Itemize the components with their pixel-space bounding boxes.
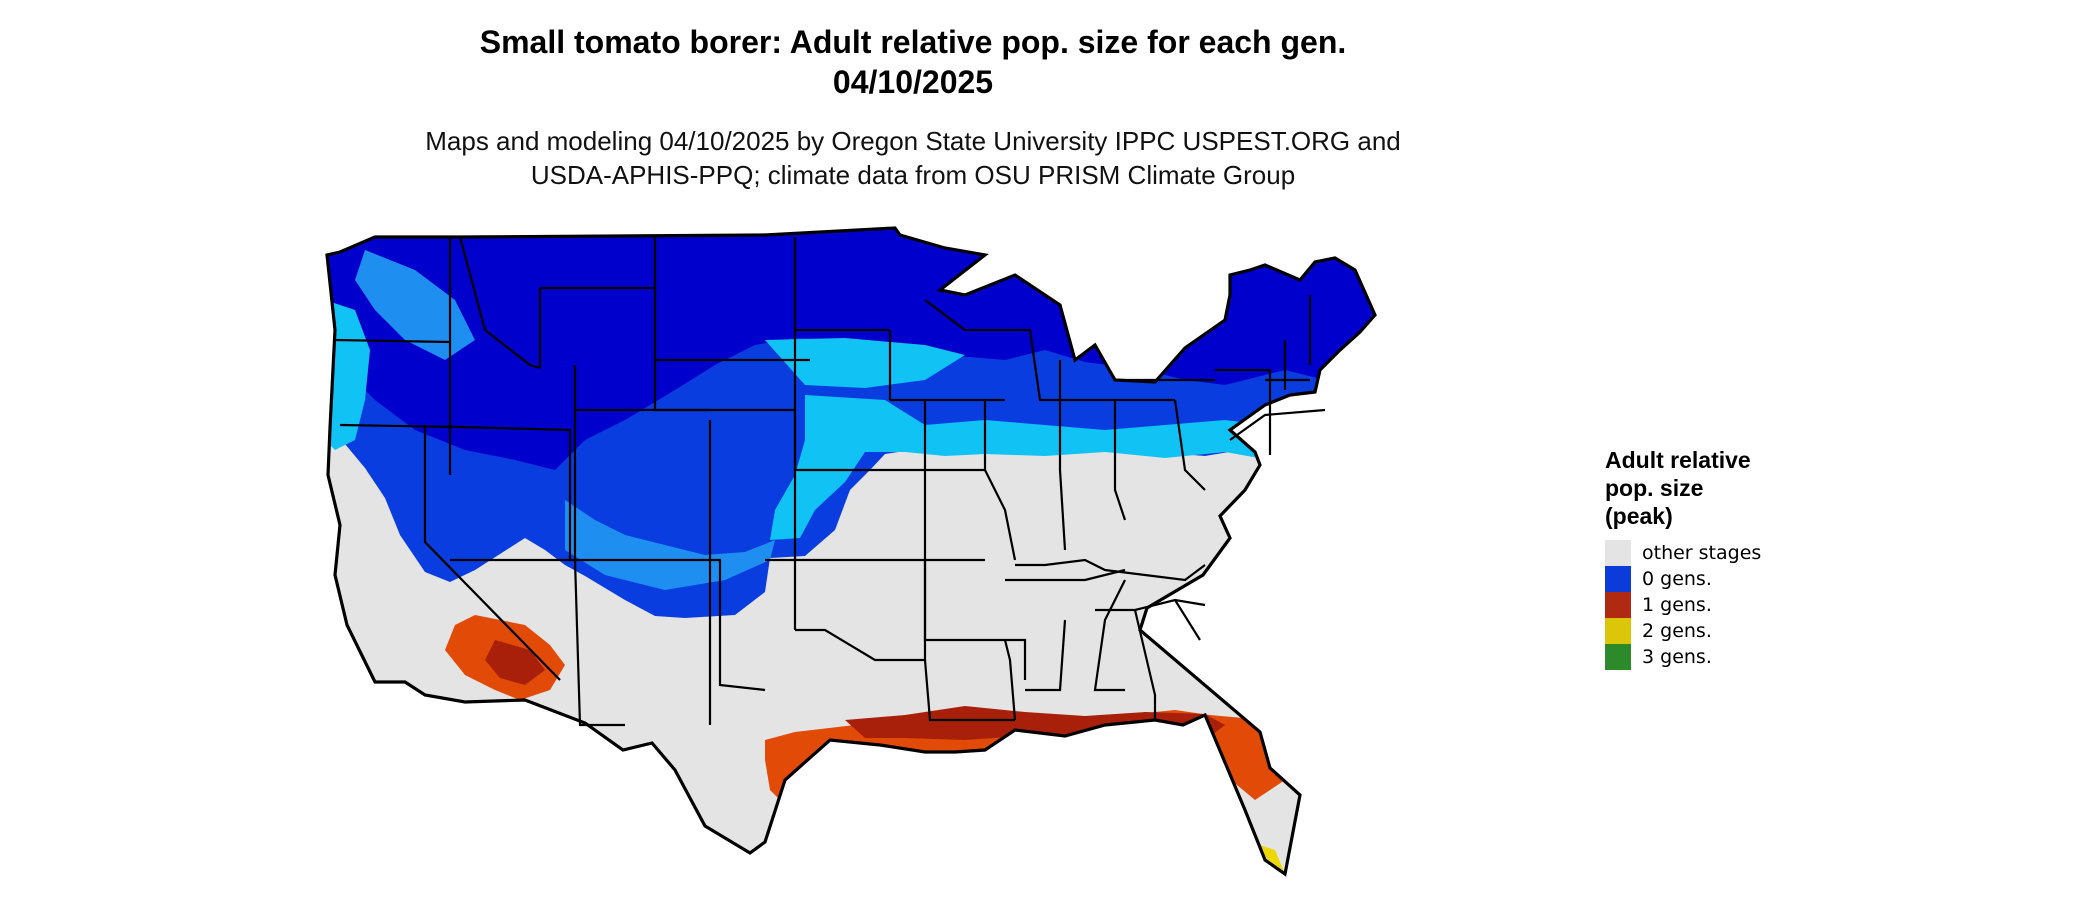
zone-0-gens-cyan-west: [327, 300, 370, 450]
legend-label-3-gens: 3 gens.: [1642, 646, 1712, 668]
state-borders: [334, 236, 1326, 727]
map-subtitle: Maps and modeling 04/10/2025 by Oregon S…: [0, 124, 1826, 192]
legend-item-other-stages: other stages: [1605, 540, 1845, 566]
title-line-2: 04/10/2025: [832, 64, 994, 100]
zone-0-gens-cyan-plains-2: [765, 338, 965, 388]
subtitle-line-1: Maps and modeling 04/10/2025 by Oregon S…: [425, 126, 1401, 156]
legend-items: other stages 0 gens. 1 gens. 2 gens. 3 g…: [1605, 540, 1845, 670]
title-line-1: Small tomato borer: Adult relative pop. …: [479, 24, 1347, 60]
legend-swatch-3-gens: [1605, 644, 1631, 670]
zone-1-gens-arizona-dark: [485, 640, 545, 685]
legend-title-line-3: (peak): [1605, 503, 1673, 529]
legend-swatch-2-gens: [1605, 618, 1631, 644]
legend-label-0-gens: 0 gens.: [1642, 568, 1712, 590]
legend-item-0-gens: 0 gens.: [1605, 566, 1845, 592]
zone-0-gens-cyan-plains: [770, 395, 1325, 540]
legend: Adult relative pop. size (peak) other st…: [1605, 446, 1845, 670]
legend-item-1-gens: 1 gens.: [1605, 592, 1845, 618]
legend-title-line-1: Adult relative: [1605, 447, 1751, 473]
legend-title: Adult relative pop. size (peak): [1605, 446, 1845, 530]
legend-label-2-gens: 2 gens.: [1642, 620, 1712, 642]
subtitle-line-2: USDA-APHIS-PPQ; climate data from OSU PR…: [530, 160, 1296, 190]
legend-item-3-gens: 3 gens.: [1605, 644, 1845, 670]
us-map: [325, 226, 1377, 876]
legend-label-other-stages: other stages: [1642, 542, 1762, 564]
legend-swatch-0-gens: [1605, 566, 1631, 592]
zone-0-gens-light: [565, 500, 775, 590]
legend-label-1-gens: 1 gens.: [1642, 594, 1712, 616]
legend-swatch-other-stages: [1605, 540, 1631, 566]
legend-title-line-2: pop. size: [1605, 475, 1704, 501]
legend-swatch-1-gens: [1605, 592, 1631, 618]
legend-item-2-gens: 2 gens.: [1605, 618, 1845, 644]
map-title: Small tomato borer: Adult relative pop. …: [0, 22, 1826, 102]
zone-0-gens-light-2: [355, 250, 475, 360]
map-zones: [327, 228, 1375, 874]
zone-0-gens-dark: [327, 228, 1375, 470]
